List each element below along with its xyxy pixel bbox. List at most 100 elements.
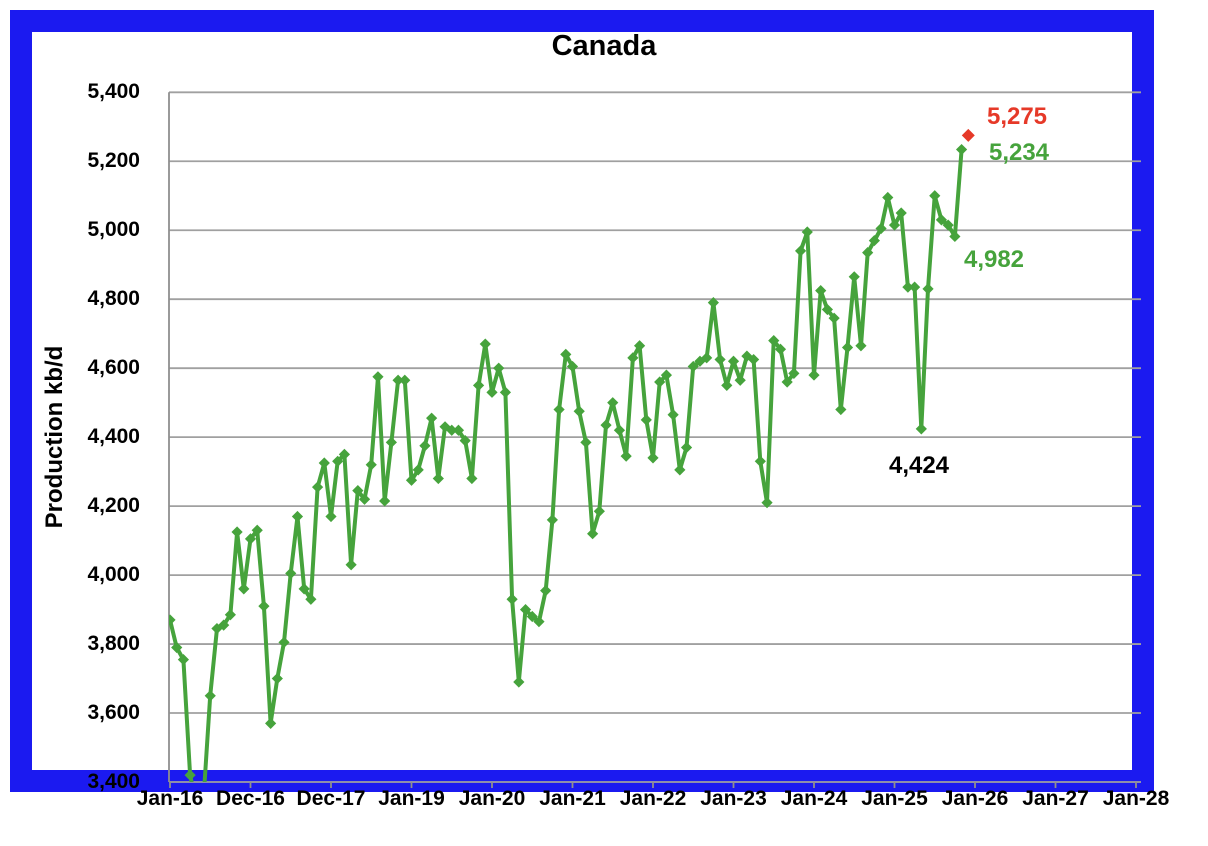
y-tick-label: 4,000 — [87, 563, 140, 587]
x-tick-label: Dec-16 — [216, 787, 285, 810]
y-tick-label: 4,600 — [87, 356, 140, 380]
data-point-marker — [169, 614, 176, 626]
data-point-marker — [526, 610, 538, 623]
data-point-marker — [707, 297, 719, 309]
data-point-marker — [862, 247, 874, 259]
data-point-marker — [325, 510, 337, 523]
data-point-marker — [754, 455, 766, 467]
y-tick-label: 4,400 — [87, 425, 140, 449]
data-point-marker — [794, 245, 807, 257]
data-point-marker — [298, 583, 310, 595]
data-point-marker — [633, 340, 646, 352]
data-point-marker — [848, 271, 860, 283]
data-point-marker — [841, 341, 854, 354]
data-point-marker — [405, 474, 418, 486]
data-point-marker — [426, 412, 438, 424]
x-tick-label: Jan-22 — [619, 787, 687, 810]
data-point-marker — [694, 355, 706, 367]
data-point-marker — [687, 360, 699, 373]
data-point-marker — [338, 448, 351, 460]
data-point-marker — [540, 585, 552, 597]
data-point-marker — [935, 214, 948, 226]
data-point-marker — [868, 234, 880, 247]
data-point-marker — [654, 376, 666, 388]
data-point-marker — [265, 717, 277, 729]
data-point-marker — [680, 441, 693, 454]
data-point-marker — [734, 374, 746, 386]
data-point-marker — [902, 281, 914, 293]
x-tick-label: Jan-26 — [941, 787, 1009, 810]
y-tick-label: 3,600 — [87, 701, 140, 725]
data-point-marker — [788, 367, 800, 379]
data-point-marker — [640, 414, 652, 426]
x-tick-label: Jan-25 — [861, 787, 928, 810]
data-point-marker — [855, 340, 867, 352]
data-point-marker — [506, 593, 518, 605]
value-annotation: 5,275 — [986, 103, 1048, 130]
x-tick-label: Jan-21 — [539, 787, 606, 810]
data-point-marker — [553, 403, 565, 416]
x-tick-label: Jan-23 — [700, 787, 767, 810]
x-tick-label: Jan-27 — [1022, 787, 1089, 810]
data-point-marker — [674, 464, 686, 476]
data-point-marker — [835, 403, 847, 416]
value-annotation: 4,982 — [963, 246, 1025, 273]
x-tick-label: Jan-20 — [458, 787, 526, 810]
data-point-marker — [821, 303, 834, 316]
data-point-marker — [466, 472, 478, 485]
data-point-marker — [278, 636, 290, 648]
data-point-marker — [184, 769, 196, 781]
data-point-marker — [828, 312, 840, 324]
data-point-marker — [352, 485, 364, 497]
data-point-marker — [915, 423, 927, 435]
data-point-marker — [701, 352, 713, 364]
data-point-marker — [419, 440, 431, 452]
data-point-marker — [379, 495, 391, 507]
data-point-marker — [761, 497, 773, 509]
data-point-marker — [499, 386, 512, 398]
data-point-marker — [392, 374, 404, 386]
data-point-marker — [888, 219, 901, 231]
data-point-marker — [768, 334, 780, 347]
y-tick-label: 4,200 — [87, 494, 140, 518]
value-annotation: 5,234 — [988, 139, 1050, 166]
data-point-marker — [587, 528, 599, 540]
data-point-marker — [345, 559, 357, 571]
data-point-marker — [432, 472, 444, 485]
data-point-marker — [271, 672, 283, 685]
data-point-marker — [472, 379, 485, 392]
data-point-marker — [955, 143, 968, 156]
y-tick-label: 5,000 — [87, 218, 140, 242]
data-point-marker — [909, 281, 921, 293]
data-point-marker — [895, 207, 907, 219]
data-point-marker — [781, 376, 793, 388]
data-point-marker — [660, 369, 673, 381]
y-tick-label: 3,400 — [87, 770, 140, 793]
blue-border-frame — [10, 10, 1154, 792]
data-point-marker — [479, 338, 491, 350]
data-point-marker — [721, 379, 733, 392]
data-point-marker — [519, 603, 532, 616]
data-point-marker — [446, 424, 458, 436]
data-point-marker — [372, 371, 384, 383]
data-point-marker — [815, 284, 827, 297]
data-point-marker — [627, 352, 639, 364]
data-point-marker — [580, 436, 592, 448]
y-tick-label: 5,400 — [87, 80, 140, 104]
data-point-marker — [171, 641, 183, 654]
data-point-marker — [238, 583, 250, 595]
data-point-marker — [566, 360, 579, 373]
data-point-marker — [204, 690, 216, 702]
data-point-marker — [607, 397, 619, 409]
y-tick-label: 4,800 — [87, 287, 140, 311]
x-tick-label: Jan-24 — [780, 787, 848, 810]
data-point-marker — [808, 369, 820, 381]
data-point-marker — [486, 386, 498, 398]
data-point-marker — [452, 424, 465, 436]
data-point-marker — [533, 616, 545, 628]
data-point-marker — [459, 434, 471, 447]
x-tick-label: Jan-19 — [378, 787, 445, 810]
data-point-marker — [546, 514, 558, 526]
data-point-marker — [922, 283, 934, 295]
